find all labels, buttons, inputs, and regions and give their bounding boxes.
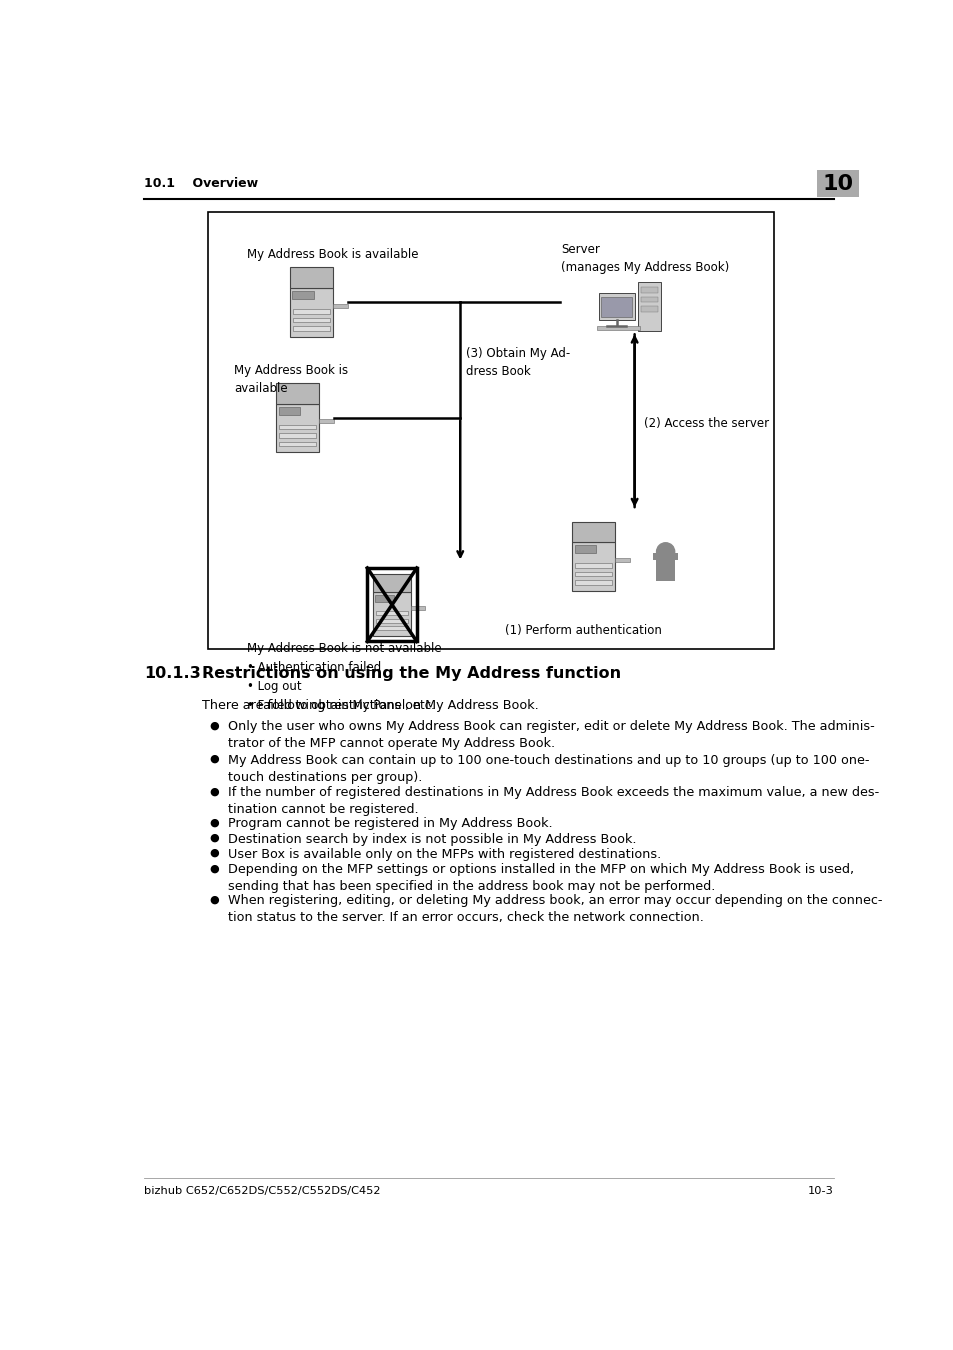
Text: ●: ● bbox=[209, 894, 218, 904]
Text: Restrictions on using the My Address function: Restrictions on using the My Address fun… bbox=[202, 667, 620, 682]
Text: Server
(manages My Address Book): Server (manages My Address Book) bbox=[560, 243, 728, 274]
Text: ●: ● bbox=[209, 864, 218, 873]
Bar bbox=[375, 595, 394, 602]
Text: If the number of registered destinations in My Address Book exceeds the maximum : If the number of registered destinations… bbox=[228, 787, 878, 817]
Text: My Address Book can contain up to 100 one-touch destinations and up to 10 groups: My Address Book can contain up to 100 on… bbox=[228, 755, 868, 784]
Bar bbox=[640, 306, 658, 312]
Bar bbox=[276, 383, 318, 404]
Bar bbox=[572, 521, 615, 543]
Text: (1) Perform authentication: (1) Perform authentication bbox=[505, 624, 661, 637]
Text: Program cannot be registered in My Address Book.: Program cannot be registered in My Addre… bbox=[228, 817, 552, 830]
Text: There are following restrictions on My Address Book.: There are following restrictions on My A… bbox=[202, 699, 538, 711]
Bar bbox=[293, 325, 330, 331]
Text: 10: 10 bbox=[821, 174, 852, 193]
Bar bbox=[276, 404, 318, 452]
Bar bbox=[290, 267, 333, 289]
Bar bbox=[600, 297, 632, 317]
Bar bbox=[572, 543, 615, 591]
Bar bbox=[598, 293, 634, 320]
Text: ●: ● bbox=[209, 755, 218, 764]
Text: 10.1.3: 10.1.3 bbox=[144, 667, 200, 682]
Bar bbox=[290, 289, 333, 336]
Text: User Box is available only on the MFPs with registered destinations.: User Box is available only on the MFPs w… bbox=[228, 848, 660, 861]
Bar bbox=[293, 309, 330, 313]
Bar bbox=[816, 170, 858, 197]
Text: ●: ● bbox=[209, 721, 218, 730]
Text: ●: ● bbox=[209, 787, 218, 796]
Bar bbox=[411, 606, 425, 610]
Text: Destination search by index is not possible in My Address Book.: Destination search by index is not possi… bbox=[228, 833, 636, 845]
Text: ●: ● bbox=[209, 833, 218, 842]
Bar bbox=[575, 563, 611, 568]
Circle shape bbox=[656, 543, 674, 560]
Text: 10-3: 10-3 bbox=[807, 1187, 833, 1196]
Bar bbox=[318, 420, 334, 423]
Bar bbox=[575, 580, 611, 585]
Bar bbox=[293, 317, 330, 323]
Bar bbox=[279, 433, 315, 437]
Bar bbox=[278, 406, 299, 414]
Text: Only the user who owns My Address Book can register, edit or delete My Address B: Only the user who owns My Address Book c… bbox=[228, 721, 874, 751]
Text: ●: ● bbox=[209, 817, 218, 828]
Text: ●: ● bbox=[209, 848, 218, 859]
Bar bbox=[375, 618, 408, 622]
Text: My Address Book is
available: My Address Book is available bbox=[233, 363, 348, 394]
Bar bbox=[575, 571, 611, 576]
Bar bbox=[208, 212, 773, 648]
Bar bbox=[279, 424, 315, 429]
Text: (3) Obtain My Ad-
dress Book: (3) Obtain My Ad- dress Book bbox=[466, 347, 570, 378]
Bar bbox=[615, 558, 630, 562]
Text: My Address Book is available: My Address Book is available bbox=[247, 248, 418, 261]
Bar bbox=[373, 574, 411, 593]
Text: Depending on the MFP settings or options installed in the MFP on which My Addres: Depending on the MFP settings or options… bbox=[228, 864, 853, 894]
Bar bbox=[597, 327, 639, 329]
Bar bbox=[640, 288, 658, 293]
Bar bbox=[293, 292, 314, 300]
Bar bbox=[279, 441, 315, 446]
Text: My Address Book is not available
• Authentication failed
• Log out
• Failed to o: My Address Book is not available • Authe… bbox=[247, 643, 441, 713]
Bar bbox=[367, 568, 416, 641]
Text: bizhub C652/C652DS/C552/C552DS/C452: bizhub C652/C652DS/C552/C552DS/C452 bbox=[144, 1187, 380, 1196]
Bar bbox=[574, 545, 596, 554]
Text: When registering, editing, or deleting My address book, an error may occur depen: When registering, editing, or deleting M… bbox=[228, 894, 882, 923]
Bar bbox=[333, 304, 348, 308]
Text: 10.1    Overview: 10.1 Overview bbox=[144, 177, 258, 190]
Bar bbox=[373, 593, 411, 636]
Bar bbox=[375, 612, 408, 616]
Bar bbox=[375, 626, 408, 630]
Text: (2) Access the server: (2) Access the server bbox=[643, 417, 768, 431]
Bar bbox=[640, 297, 658, 302]
Bar bbox=[653, 554, 678, 560]
Bar bbox=[638, 282, 660, 331]
Bar bbox=[655, 555, 675, 580]
